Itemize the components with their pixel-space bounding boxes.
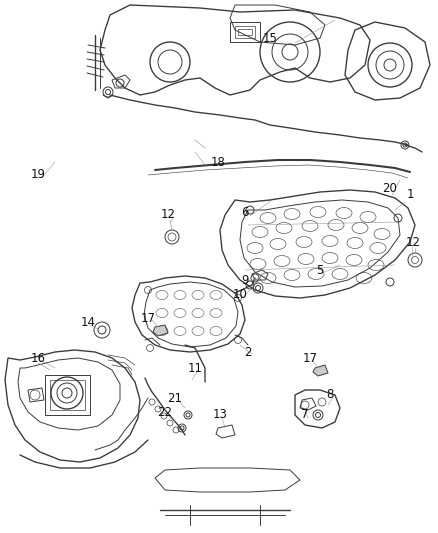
Text: 8: 8	[326, 389, 334, 401]
Text: 18: 18	[211, 156, 226, 168]
Text: 12: 12	[160, 208, 176, 222]
Text: 7: 7	[301, 408, 309, 422]
Text: 17: 17	[141, 311, 155, 325]
Text: 20: 20	[382, 182, 397, 195]
Text: 10: 10	[233, 288, 247, 302]
Text: 15: 15	[262, 31, 277, 44]
Text: 21: 21	[167, 392, 183, 405]
Text: 13: 13	[212, 408, 227, 422]
Text: 19: 19	[31, 168, 46, 182]
Polygon shape	[313, 365, 328, 376]
Text: 9: 9	[241, 273, 249, 287]
Text: 6: 6	[241, 206, 249, 220]
Text: 1: 1	[406, 189, 414, 201]
Text: 5: 5	[316, 263, 324, 277]
Text: 16: 16	[31, 351, 46, 365]
Polygon shape	[153, 325, 168, 336]
Text: 22: 22	[158, 407, 173, 419]
Text: 17: 17	[303, 351, 318, 365]
Text: 14: 14	[81, 316, 95, 328]
Text: 11: 11	[187, 361, 202, 375]
Text: 12: 12	[406, 237, 420, 249]
Text: 2: 2	[244, 345, 252, 359]
